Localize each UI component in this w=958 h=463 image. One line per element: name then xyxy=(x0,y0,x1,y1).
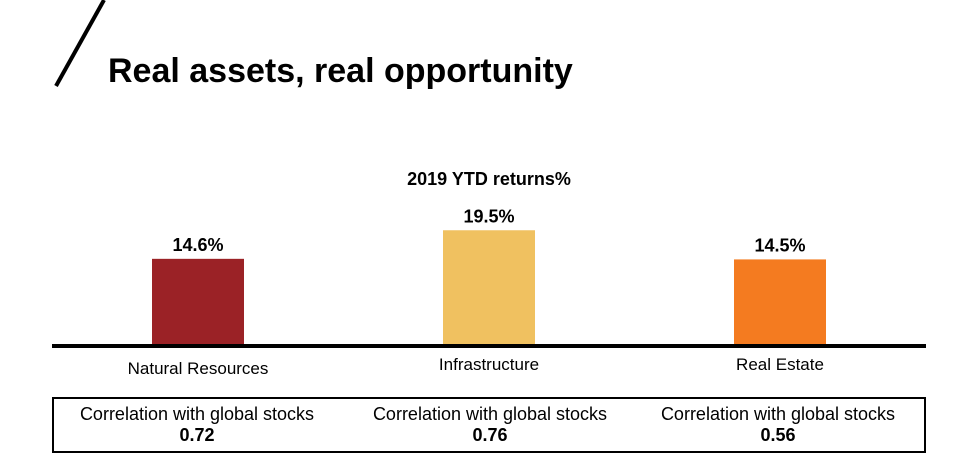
returns-bar-chart: 2019 YTD returns% 14.6% Natural Resources… xyxy=(52,169,926,378)
category-label: Natural Resources xyxy=(128,359,269,378)
bar-value-label: 14.5% xyxy=(754,235,805,255)
slide-title: Real assets, real opportunity xyxy=(108,52,573,90)
correlation-cell-infrastructure: Correlation with global stocks 0.76 xyxy=(340,404,640,446)
decorative-slash xyxy=(54,0,106,87)
chart-title: 2019 YTD returns% xyxy=(407,169,571,189)
bar-infrastructure xyxy=(443,230,535,344)
correlation-value: 0.56 xyxy=(760,425,796,445)
bar-real-estate xyxy=(734,259,826,344)
correlation-label: Correlation with global stocks xyxy=(79,404,315,424)
bar-natural-resources xyxy=(152,258,244,344)
bar-value-label: 19.5% xyxy=(463,206,514,226)
category-label: Real Estate xyxy=(736,355,824,374)
category-label: Infrastructure xyxy=(439,355,539,374)
correlation-value: 0.76 xyxy=(472,425,508,445)
correlation-value: 0.72 xyxy=(179,425,215,445)
bar-value-label: 14.6% xyxy=(172,235,223,255)
correlation-label: Correlation with global stocks xyxy=(372,404,608,424)
correlation-table: Correlation with global stocks 0.72 Corr… xyxy=(52,397,926,453)
correlation-cell-natural-resources: Correlation with global stocks 0.72 xyxy=(47,404,347,446)
correlation-cell-real-estate: Correlation with global stocks 0.56 xyxy=(628,404,928,446)
correlation-label: Correlation with global stocks xyxy=(660,404,896,424)
